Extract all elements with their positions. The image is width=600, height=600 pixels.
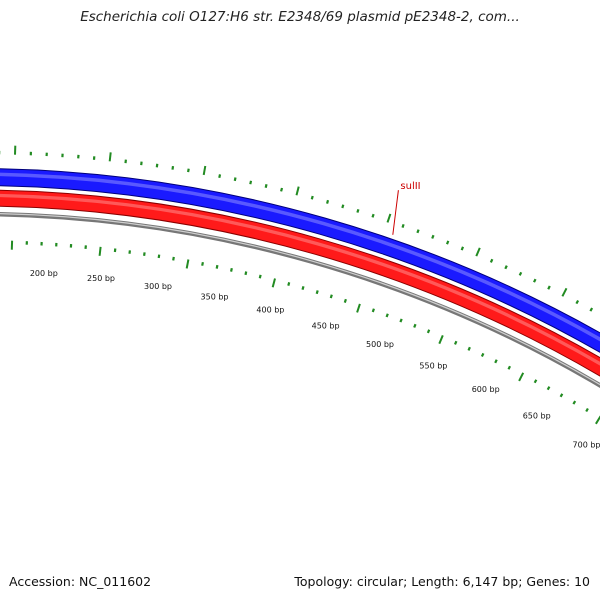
minor-tick [371, 308, 375, 313]
backbone-ring-highlight [0, 213, 600, 386]
major-tick [202, 165, 207, 176]
minor-tick [572, 400, 577, 405]
bp-label: 450 bp [312, 321, 340, 330]
minor-tick [287, 282, 291, 286]
minor-tick [244, 271, 248, 276]
minor-tick [264, 184, 268, 188]
minor-tick [385, 313, 389, 318]
minor-tick [326, 199, 330, 204]
minor-tick [157, 254, 161, 259]
minor-tick [589, 307, 594, 312]
minor-tick [258, 274, 262, 279]
minor-tick [467, 346, 471, 351]
inner-gene-band-highlight [0, 194, 600, 366]
bp-label-group: 200 bp 250 bp 300 bp 350 bp 400 bp 450 bp 500 … [30, 269, 600, 449]
minor-tick [445, 240, 450, 245]
minor-tick [426, 329, 431, 334]
minor-tick [343, 298, 347, 303]
major-tick [595, 415, 600, 425]
minor-tick [575, 299, 580, 305]
gene-label[interactable]: sulII [400, 181, 420, 192]
minor-tick [413, 323, 417, 328]
bp-label: 350 bp [201, 292, 229, 301]
bp-label: 500 bp [366, 340, 394, 349]
minor-tick [585, 407, 589, 413]
minor-tick [315, 290, 319, 295]
bp-label: 600 bp [472, 385, 500, 394]
bp-label: 250 bp [87, 274, 115, 283]
minor-tick [518, 271, 523, 276]
minor-tick [460, 246, 465, 251]
minor-tick [504, 265, 508, 270]
bp-label: 650 bp [523, 412, 551, 421]
minor-tick [329, 294, 333, 299]
minor-tick [280, 187, 284, 192]
minor-tick [399, 318, 403, 323]
bp-label: 200 bp [30, 269, 58, 278]
minor-tick [172, 256, 175, 261]
minor-tick [371, 213, 375, 218]
minor-tick [547, 285, 551, 290]
outer-tick-ring [0, 145, 594, 312]
map-title: Escherichia coli O127:H6 str. E2348/69 p… [80, 9, 520, 25]
major-tick [561, 287, 568, 297]
minor-tick [494, 359, 498, 364]
minor-tick [215, 264, 219, 269]
minor-tick [233, 177, 237, 182]
minor-tick [341, 204, 345, 209]
major-tick [518, 372, 525, 382]
bp-label: 700 bp [573, 440, 600, 449]
topology-summary: Topology: circular; Length: 6,147 bp; Ge… [294, 574, 590, 589]
minor-tick [489, 258, 494, 263]
minor-tick [171, 165, 175, 170]
minor-tick [301, 285, 305, 291]
inner-tick-ring [10, 240, 600, 425]
minor-tick [201, 261, 204, 266]
minor-tick [310, 195, 314, 200]
outer-gene-band-highlight [0, 172, 600, 342]
major-tick [185, 259, 190, 269]
accession-label: Accession: NC_011602 [9, 574, 152, 589]
major-tick [108, 152, 112, 162]
minor-tick [546, 386, 551, 391]
minor-tick [230, 267, 233, 272]
bp-label: 400 bp [256, 306, 284, 315]
major-tick [295, 186, 300, 196]
backbone-ring [0, 212, 600, 389]
minor-tick [431, 234, 435, 239]
minor-tick [507, 365, 511, 370]
major-tick [475, 247, 481, 257]
minor-tick [533, 379, 538, 384]
major-tick [386, 213, 392, 223]
bp-label: 300 bp [144, 282, 172, 291]
minor-tick [143, 252, 146, 256]
inner-gene-band [0, 190, 600, 376]
minor-tick [401, 223, 405, 228]
feature-rings [0, 168, 600, 389]
minor-tick [249, 180, 253, 185]
minor-tick [187, 168, 190, 173]
minor-tick [155, 163, 159, 168]
minor-tick [453, 340, 458, 345]
minor-tick [218, 174, 222, 179]
major-tick [271, 278, 276, 288]
bp-label: 550 bp [419, 361, 447, 370]
minor-tick [416, 229, 420, 234]
minor-tick [480, 352, 485, 357]
minor-tick [356, 208, 360, 213]
minor-tick [559, 393, 564, 398]
minor-tick [533, 278, 537, 283]
major-tick [356, 303, 361, 313]
major-tick [438, 335, 444, 345]
gene-leader-line [392, 190, 399, 235]
major-tick [98, 246, 102, 256]
gene-label-group[interactable]: sulII [392, 181, 421, 235]
